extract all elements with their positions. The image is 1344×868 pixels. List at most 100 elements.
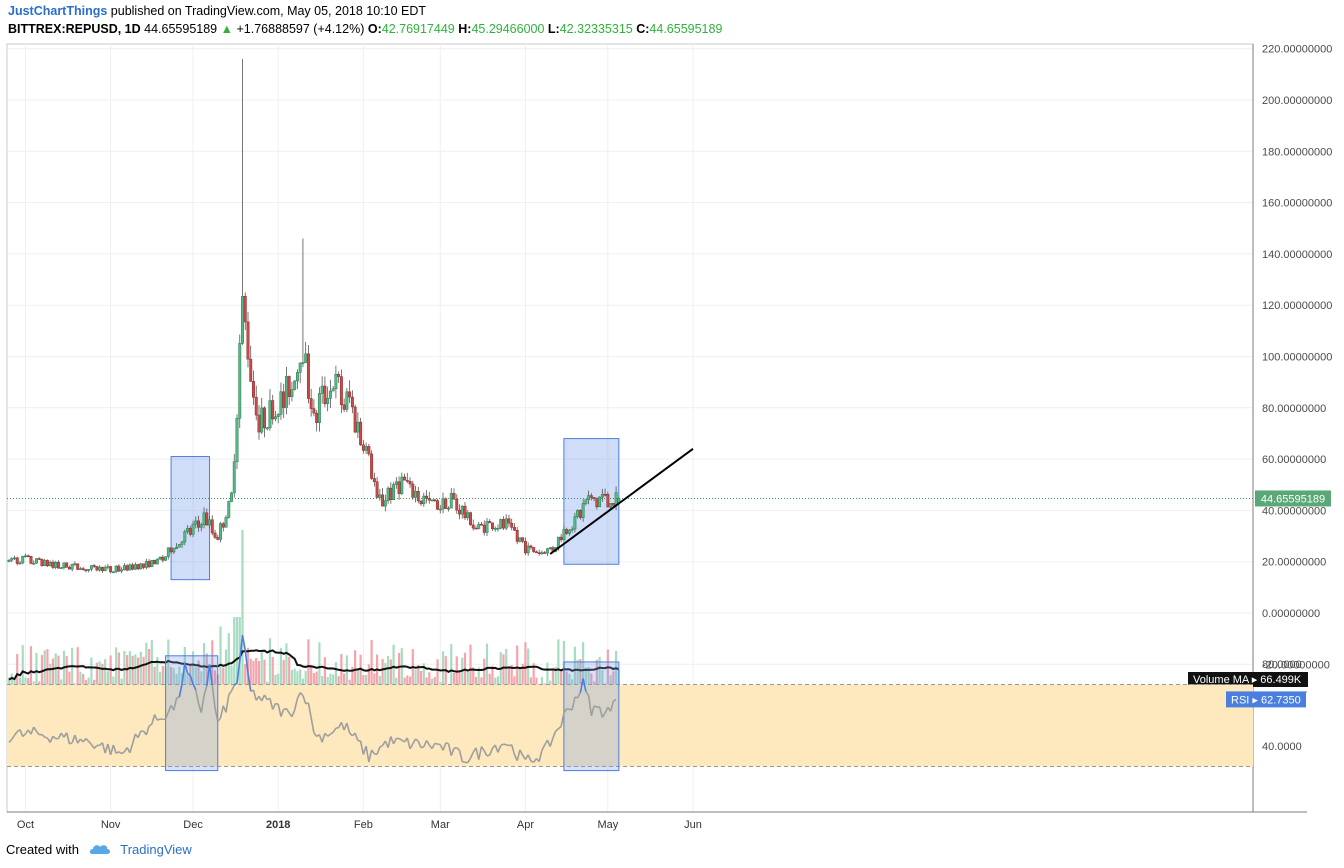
author-link[interactable]: JustChartThings [8, 4, 108, 18]
volume-bar [260, 650, 263, 692]
candle-body [364, 446, 368, 451]
candle-body [452, 493, 456, 500]
rsi-line-segment [71, 734, 76, 744]
candle-body [172, 548, 176, 553]
volume-bar [197, 660, 200, 692]
candle-body [581, 503, 585, 518]
last-price-tag [1255, 490, 1331, 507]
last-price-tag-label: 44.65595189 [1261, 493, 1325, 505]
volume-bar [271, 656, 274, 692]
time-tick-label: Nov [101, 819, 121, 831]
rsi-line-segment [406, 737, 411, 749]
volume-bar [315, 671, 318, 692]
volume-bar [334, 662, 337, 692]
rsi-line-segment [33, 726, 38, 732]
candle-body [414, 491, 418, 498]
volume-bar [219, 626, 222, 692]
rsi-line-segment [420, 746, 425, 749]
candle-body [216, 537, 220, 540]
candle-body [411, 483, 415, 498]
candle-body [13, 557, 16, 560]
candle-body [164, 556, 168, 561]
candle-body [43, 560, 47, 566]
volume-bar [156, 656, 159, 692]
candle-body [301, 362, 305, 364]
rsi-line-segment [49, 735, 54, 743]
candle-body [444, 498, 448, 509]
volume-bar [213, 670, 217, 692]
volume-bar [408, 676, 412, 692]
candle-body [334, 374, 338, 389]
rsi-line-segment [208, 664, 214, 686]
candle-body [449, 493, 453, 509]
rsi-line-segment [557, 725, 562, 730]
candle-body [169, 547, 173, 553]
candle-body [249, 358, 253, 382]
volume-bar [606, 649, 609, 692]
candle-body [370, 453, 374, 479]
rsi-line-segment [30, 726, 35, 735]
price-tick-label: 20.00000000 [1262, 557, 1326, 569]
rsi-line-segment [280, 708, 285, 717]
volume-bar [321, 675, 324, 692]
candle-body [578, 509, 582, 518]
rsi-line-segment [370, 749, 376, 755]
rsi-line-segment [167, 705, 172, 713]
rsi-line-segment [228, 690, 233, 696]
volume-bar [101, 663, 104, 692]
rsi-line-segment [173, 697, 178, 711]
candle-body [348, 391, 352, 398]
volume-bar [178, 666, 181, 692]
tradingview-link[interactable]: TradingView [120, 842, 192, 857]
volume-bar [463, 652, 467, 692]
rsi-line-segment [374, 753, 378, 756]
candle-body [153, 559, 157, 565]
candle-body [537, 552, 541, 554]
candle-body [290, 389, 294, 397]
volume-bar [375, 654, 379, 692]
candle-body [238, 343, 242, 419]
rsi-line-segment [35, 730, 40, 736]
rsi-line-segment [285, 708, 290, 714]
candle-body [274, 416, 277, 420]
candle-body [54, 561, 58, 568]
candle-body [416, 491, 420, 502]
volume-bar [345, 655, 348, 692]
volume-bar [488, 673, 491, 692]
volume-bar [282, 660, 285, 692]
high-value: 45.29466000 [471, 22, 545, 36]
candle-body [276, 414, 280, 418]
rsi-line-segment [236, 660, 241, 684]
rsi-line-segment [148, 723, 153, 727]
rsi-line-segment [494, 744, 499, 753]
candle-body [518, 537, 522, 542]
rsi-line-segment [77, 738, 82, 744]
rsi-line-segment [327, 733, 331, 737]
volume-bar [62, 650, 66, 692]
candle-body [219, 523, 222, 540]
rsi-line-segment [69, 742, 73, 745]
volume-bar [584, 667, 587, 692]
volume-bar [378, 675, 381, 692]
volume-bar [109, 655, 112, 692]
rsi-tag [1226, 691, 1306, 708]
rsi-line-segment [181, 662, 186, 684]
candle-body [455, 498, 459, 511]
rsi-line-segment [244, 650, 249, 674]
candle-body [89, 565, 93, 570]
chart-canvas[interactable]: 220.00000000 200.00000000 180.00000000 160.… [0, 0, 1344, 842]
candle-body [243, 296, 247, 323]
volume-bar [202, 642, 206, 692]
candle-body [504, 518, 508, 529]
volume-bar [609, 675, 612, 692]
rsi-line-segment [74, 734, 79, 744]
volume-bar [200, 671, 203, 692]
volume-bar [49, 663, 52, 692]
rsi-line-segment [184, 662, 189, 674]
rsi-line-segment [225, 694, 230, 713]
ohlc-line: BITTREX:REPUSD, 1D 44.65595189 ▲ +1.7688… [8, 22, 722, 36]
rsi-line-segment [598, 706, 604, 718]
volume-bar [386, 655, 390, 692]
candle-body [92, 565, 96, 567]
volume-bar [21, 645, 24, 692]
